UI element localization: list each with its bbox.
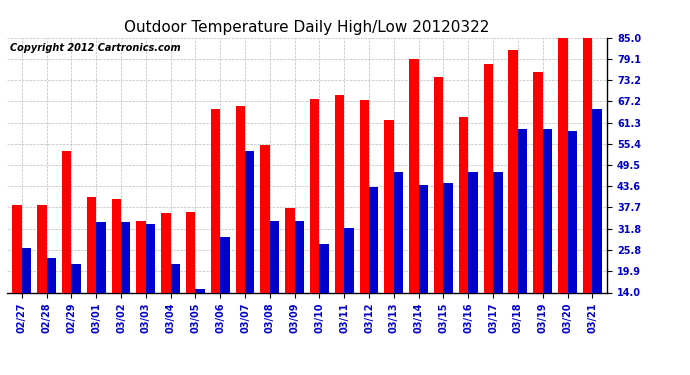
Bar [71, 264, 81, 343]
Bar [319, 244, 329, 343]
Bar [211, 110, 220, 343]
Bar [434, 77, 444, 343]
Bar [592, 110, 602, 343]
Bar [533, 72, 543, 343]
Bar [112, 199, 121, 343]
Bar [459, 117, 469, 343]
Bar [518, 129, 527, 343]
Bar [12, 204, 22, 343]
Bar [384, 120, 394, 343]
Bar [558, 38, 567, 343]
Bar [444, 183, 453, 343]
Bar [146, 224, 155, 343]
Bar [220, 237, 230, 343]
Bar [195, 289, 205, 343]
Title: Outdoor Temperature Daily High/Low 20120322: Outdoor Temperature Daily High/Low 20120… [124, 20, 490, 35]
Bar [484, 64, 493, 343]
Bar [37, 204, 47, 343]
Bar [186, 212, 195, 343]
Bar [509, 50, 518, 343]
Bar [161, 213, 170, 343]
Text: Copyright 2012 Cartronics.com: Copyright 2012 Cartronics.com [10, 43, 181, 52]
Bar [235, 106, 245, 343]
Bar [310, 99, 319, 343]
Bar [62, 151, 71, 343]
Bar [344, 228, 354, 343]
Bar [22, 248, 31, 343]
Bar [285, 208, 295, 343]
Bar [359, 100, 369, 343]
Bar [394, 172, 403, 343]
Bar [369, 186, 379, 343]
Bar [87, 197, 96, 343]
Bar [96, 222, 106, 343]
Bar [121, 222, 130, 343]
Bar [137, 220, 146, 343]
Bar [493, 172, 502, 343]
Bar [567, 131, 577, 343]
Bar [409, 59, 419, 343]
Bar [469, 172, 477, 343]
Bar [295, 220, 304, 343]
Bar [419, 185, 428, 343]
Bar [245, 151, 255, 343]
Bar [583, 38, 592, 343]
Bar [260, 145, 270, 343]
Bar [543, 129, 552, 343]
Bar [47, 258, 56, 343]
Bar [335, 95, 344, 343]
Bar [170, 264, 180, 343]
Bar [270, 220, 279, 343]
